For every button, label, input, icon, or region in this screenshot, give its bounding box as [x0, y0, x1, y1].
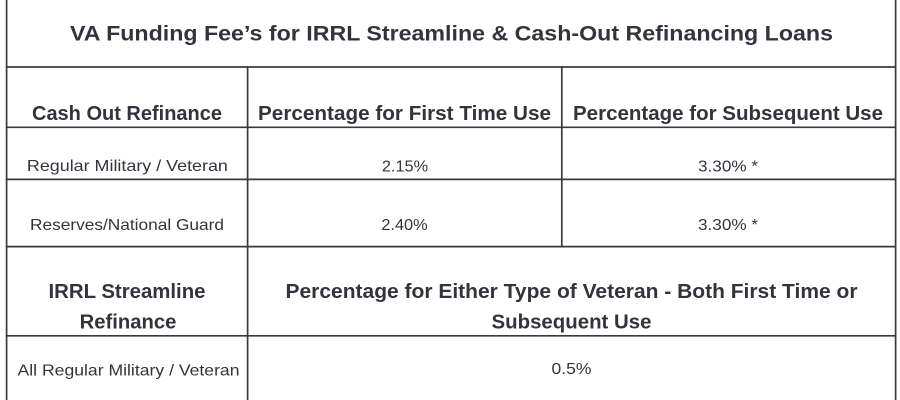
svg-text:VA Funding Fee’s for IRRL Stre: VA Funding Fee’s for IRRL Streamline & C… — [70, 20, 833, 45]
svg-text:All Regular Military / Veteran: All Regular Military / Veteran — [18, 363, 240, 380]
svg-text:2.40%: 2.40% — [381, 217, 427, 234]
svg-text:IRRL Streamline: IRRL Streamline — [49, 281, 206, 303]
svg-text:3.30% *: 3.30% * — [698, 159, 758, 176]
svg-text:2.15%: 2.15% — [382, 159, 428, 176]
svg-text:0.5%: 0.5% — [552, 361, 592, 378]
svg-text:Regular Military / Veteran: Regular Military / Veteran — [27, 158, 228, 175]
svg-text:Refinance: Refinance — [80, 311, 177, 333]
svg-text:Percentage for First Time Use: Percentage for First Time Use — [258, 103, 551, 125]
svg-text:3.30% *: 3.30% * — [698, 217, 758, 234]
svg-text:Cash Out Refinance: Cash Out Refinance — [32, 103, 222, 125]
svg-text:Subsequent Use: Subsequent Use — [492, 311, 652, 333]
svg-text:Percentage for Subsequent Use: Percentage for Subsequent Use — [573, 103, 883, 125]
svg-text:Reserves/National Guard: Reserves/National Guard — [30, 217, 224, 234]
svg-text:Percentage for Either Type of: Percentage for Either Type of Veteran - … — [286, 281, 858, 303]
